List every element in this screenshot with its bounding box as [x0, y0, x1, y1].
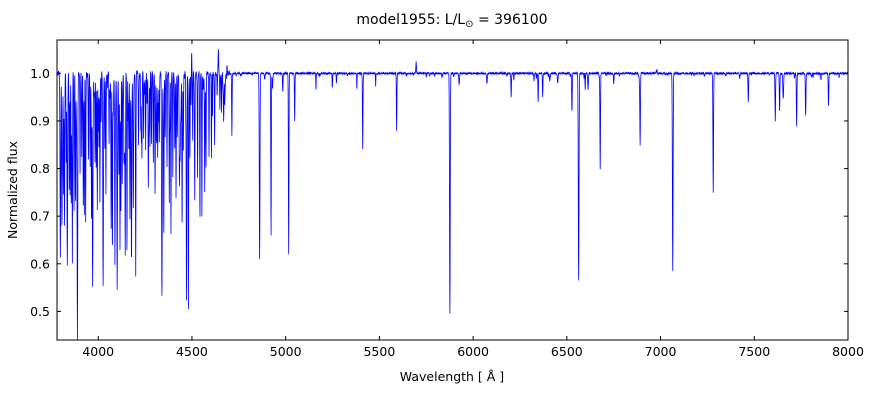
y-tick-label: 0.5: [30, 304, 50, 319]
chart-title: model1955: L/L⊙ = 396100: [356, 12, 547, 30]
x-tick-label: 7000: [645, 344, 677, 359]
y-axis-label: Normalized flux: [5, 141, 20, 239]
spectrum-line: [56, 49, 849, 340]
x-tick-label: 6500: [551, 344, 583, 359]
y-tick-label: 1.0: [30, 66, 50, 81]
x-tick-label: 4500: [176, 344, 208, 359]
x-tick-label: 5500: [363, 344, 395, 359]
y-tick-label: 0.9: [30, 113, 50, 128]
x-tick-label: 4000: [82, 344, 114, 359]
y-axis-ticks: 0.5 0.6 0.7 0.8 0.9 1.0: [30, 66, 848, 319]
x-tick-label: 7500: [738, 344, 770, 359]
x-axis-ticks: 4000 4500 5000 5500 6000 6500 7000 7500 8000: [82, 40, 864, 359]
chart-title-prefix: model1955: L/L: [356, 12, 465, 28]
sun-symbol: ⊙: [465, 19, 473, 30]
x-tick-label: 5000: [270, 344, 302, 359]
x-axis-label: Wavelength [ Å ]: [400, 369, 504, 384]
y-tick-label: 0.8: [30, 161, 50, 176]
x-tick-label: 6000: [457, 344, 489, 359]
y-tick-label: 0.7: [30, 209, 50, 224]
y-tick-label: 0.6: [30, 256, 50, 271]
x-tick-label: 8000: [832, 344, 864, 359]
chart-title-suffix: = 396100: [474, 12, 548, 28]
